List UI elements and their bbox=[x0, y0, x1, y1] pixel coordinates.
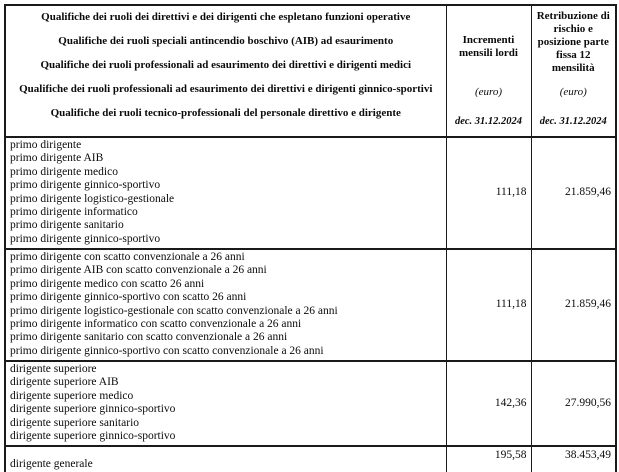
table-row: primo dirigente con scatto convenzionale… bbox=[4, 248, 617, 362]
retribuzione-value: 38.453,49 bbox=[530, 445, 617, 472]
incrementi-title: Incrementi mensili lordi bbox=[459, 34, 518, 59]
qualifiche-header-cell: Qualifiche dei ruoli dei direttivi e dei… bbox=[4, 4, 447, 138]
qualifiche-line: Qualifiche dei ruoli professionali ad es… bbox=[40, 59, 412, 71]
qualifica-label: primo dirigente bbox=[10, 139, 82, 151]
qualifica-label: primo dirigente AIB con scatto convenzio… bbox=[10, 264, 267, 277]
qualifica-label: dirigente superiore sanitario bbox=[10, 416, 140, 429]
incrementi-date: dec. 31.12.2024 bbox=[454, 116, 523, 127]
qualifica-label: primo dirigente informatico con scatto c… bbox=[10, 318, 302, 331]
incrementi-header-content: Incrementi mensili lordi (euro) dec. 31.… bbox=[447, 6, 531, 136]
incrementi-header-cell: Incrementi mensili lordi (euro) dec. 31.… bbox=[445, 4, 532, 138]
qualifica-label: primo dirigente sanitario bbox=[10, 219, 124, 232]
qualifica-label: primo dirigente logistico-gestionale bbox=[10, 192, 175, 205]
qualifiche-retribuzione-table: Qualifiche dei ruoli dei direttivi e dei… bbox=[4, 4, 617, 472]
qualifiche-line: Qualifiche dei ruoli tecnico-professiona… bbox=[50, 107, 401, 119]
qualifiche-group-cell: dirigente superiore dirigente superiore … bbox=[4, 360, 447, 447]
incremento-value: 111,18 bbox=[445, 136, 532, 250]
qualifiche-line: Qualifiche dei ruoli speciali antincendi… bbox=[58, 35, 394, 47]
retribuzione-title: Retribuzione di rischio e posizione part… bbox=[536, 10, 610, 74]
table-row: dirigente generale 195,58 38.453,49 bbox=[4, 445, 617, 472]
qualifica-label: dirigente superiore medico bbox=[10, 389, 134, 402]
incremento-value: 111,18 bbox=[445, 248, 532, 362]
qualifica-label: dirigente superiore ginnico-sportivo bbox=[10, 403, 176, 416]
qualifica-label: primo dirigente ginnico-sportivo con sca… bbox=[10, 344, 324, 357]
qualifica-label: primo dirigente medico bbox=[10, 165, 118, 178]
incremento-value: 195,58 bbox=[445, 445, 532, 472]
qualifica-label: dirigente generale bbox=[10, 457, 93, 470]
qualifiche-group-cell: primo dirigente con scatto convenzionale… bbox=[4, 248, 447, 362]
retribuzione-value: 27.990,56 bbox=[530, 360, 617, 447]
table-row: primo dirigente primo dirigente AIB prim… bbox=[4, 136, 617, 250]
qualifica-label: primo dirigente AIB bbox=[10, 152, 104, 165]
qualifica-label: primo dirigente con scatto convenzionale… bbox=[10, 251, 245, 263]
qualifiche-line: Qualifiche dei ruoli dei direttivi e dei… bbox=[41, 11, 411, 23]
qualifiche-line: Qualifiche dei ruoli professionali ad es… bbox=[19, 83, 433, 95]
incrementi-unit: (euro) bbox=[474, 86, 503, 98]
table-row: dirigente superiore dirigente superiore … bbox=[4, 360, 617, 447]
qualifiche-group-cell: primo dirigente primo dirigente AIB prim… bbox=[4, 136, 447, 250]
qualifica-label: primo dirigente ginnico-sportivo bbox=[10, 232, 161, 245]
qualifica-label: dirigente superiore ginnico-sportivo bbox=[10, 430, 176, 443]
retribuzione-unit: (euro) bbox=[559, 86, 587, 98]
qualifica-label: primo dirigente sanitario con scatto con… bbox=[10, 331, 288, 344]
retribuzione-header-content: Retribuzione di rischio e posizione part… bbox=[532, 6, 616, 136]
qualifica-label: primo dirigente logistico-gestionale con… bbox=[10, 304, 338, 317]
qualifica-label: primo dirigente medico con scatto 26 ann… bbox=[10, 277, 205, 290]
qualifica-label: primo dirigente ginnico-sportivo con sca… bbox=[10, 291, 247, 304]
table-header-row: Qualifiche dei ruoli dei direttivi e dei… bbox=[4, 4, 617, 138]
retribuzione-value: 21.859,46 bbox=[530, 136, 617, 250]
qualifica-label: dirigente superiore AIB bbox=[10, 376, 119, 389]
incremento-value: 142,36 bbox=[445, 360, 532, 447]
qualifica-label: primo dirigente ginnico-sportivo bbox=[10, 179, 161, 192]
retribuzione-value: 21.859,46 bbox=[530, 248, 617, 362]
retribuzione-header-cell: Retribuzione di rischio e posizione part… bbox=[530, 4, 617, 138]
qualifiche-group-cell: dirigente generale bbox=[4, 445, 447, 472]
qualifica-label: dirigente superiore bbox=[10, 363, 97, 375]
qualifica-label: primo dirigente informatico bbox=[10, 206, 138, 219]
qualifiche-header-content: Qualifiche dei ruoli dei direttivi e dei… bbox=[6, 6, 446, 136]
retribuzione-date: dec. 31.12.2024 bbox=[539, 116, 607, 127]
